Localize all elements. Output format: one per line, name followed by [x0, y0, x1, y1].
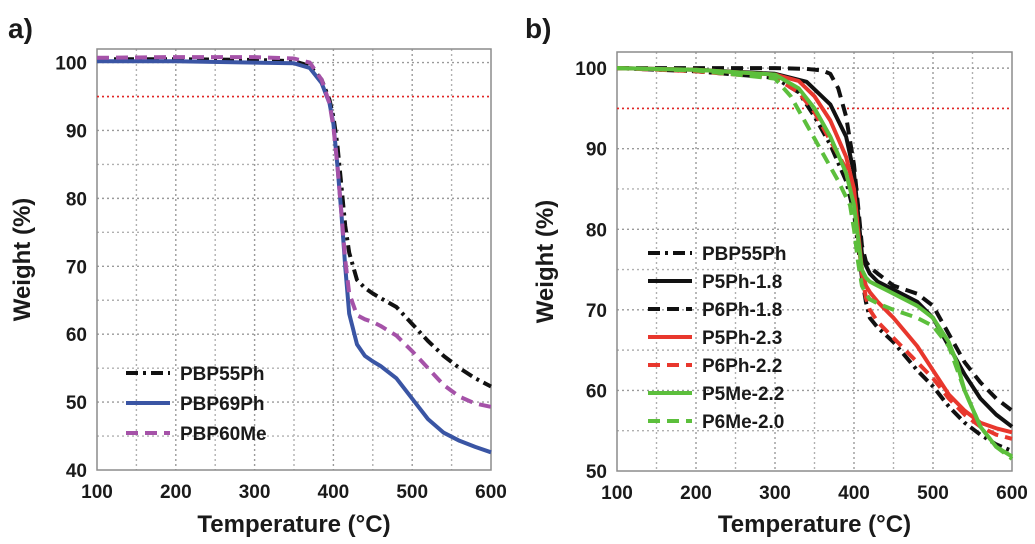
y-axis-title: Weight (%)	[9, 198, 36, 322]
series-line-pbp69ph	[97, 59, 492, 455]
y-tick-label: 100	[55, 54, 87, 75]
chart-panel-a: a) 100 200 300 400 500 600 40 50 60 70 80 90 100 Tempe…	[8, 13, 507, 538]
grid-lines	[97, 49, 491, 470]
y-tick-label: 100	[575, 59, 607, 80]
series-line-p5ph-2-3	[617, 66, 1013, 435]
legend-label: P5Ph-2.3	[702, 328, 782, 349]
legend-label: P5Ph-1.8	[702, 272, 782, 293]
plot-area-frame	[96, 48, 492, 471]
legend-label: P6Ph-1.8	[702, 300, 782, 321]
series-line-p5ph-1-8	[617, 66, 1014, 429]
x-tick-label: 400	[838, 483, 870, 504]
chart-panel-b: b) 100 200 300 400 500 600 50 60 70 80 90 100 Tempera…	[525, 13, 1028, 538]
x-tick-label: 500	[917, 483, 949, 504]
x-tick-label: 300	[759, 483, 791, 504]
x-axis-title: Temperature (°C)	[197, 511, 390, 538]
y-tick-label: 50	[586, 462, 607, 483]
legend: PBP55Ph P5Ph-1.8 P6Ph-1.8 P5Ph-2.3 P6Ph-2.2 P…	[648, 244, 786, 433]
y-tick-label: 60	[586, 381, 607, 402]
y-tick-label: 80	[586, 220, 607, 241]
x-tick-label: 600	[996, 483, 1028, 504]
legend-label: P6Me-2.0	[702, 412, 784, 433]
x-axis-title: Temperature (°C)	[718, 511, 911, 538]
series-lines	[617, 66, 1014, 461]
legend-label: P6Ph-2.2	[702, 356, 782, 377]
series-line-pbp60me	[97, 55, 492, 409]
x-tick-label: 200	[680, 483, 712, 504]
legend-label: PBP55Ph	[180, 364, 264, 385]
y-tick-label: 50	[66, 393, 87, 414]
y-axis-title: Weight (%)	[532, 200, 559, 324]
series-line-p6ph-2-2	[617, 66, 1013, 441]
series-line-p5me-2-2	[617, 66, 1014, 459]
legend: PBP55Ph PBP69Ph PBP60Me	[126, 364, 267, 445]
y-tick-labels: 40 50 60 70 80 90 100	[55, 54, 87, 482]
x-tick-labels: 100 200 300 400 500 600	[81, 482, 507, 503]
x-tick-label: 400	[318, 482, 350, 503]
series-line-p6me-2-0	[617, 66, 1014, 461]
x-tick-label: 300	[239, 482, 271, 503]
y-tick-labels: 50 60 70 80 90 100	[575, 59, 607, 483]
legend-label: PBP69Ph	[180, 394, 264, 415]
legend-label: P5Me-2.2	[702, 384, 784, 405]
panel-label: b)	[525, 13, 551, 44]
x-tick-label: 600	[475, 482, 507, 503]
x-tick-label: 200	[160, 482, 192, 503]
x-tick-label: 100	[81, 482, 113, 503]
y-tick-label: 60	[66, 325, 87, 346]
series-line-pbp55ph	[97, 57, 492, 389]
y-tick-label: 40	[66, 461, 87, 482]
plot-area-frame	[616, 51, 1013, 472]
series-lines	[97, 55, 492, 455]
series-line-p6ph-1-8	[617, 66, 1014, 413]
legend-label: PBP60Me	[180, 424, 267, 445]
x-tick-label: 100	[601, 483, 633, 504]
y-tick-label: 70	[586, 301, 607, 322]
y-tick-label: 90	[586, 140, 607, 161]
y-tick-label: 80	[66, 189, 87, 210]
y-tick-label: 90	[66, 121, 87, 142]
x-tick-labels: 100 200 300 400 500 600	[601, 483, 1028, 504]
x-tick-label: 500	[396, 482, 428, 503]
y-tick-label: 70	[66, 257, 87, 278]
legend-label: PBP55Ph	[702, 244, 786, 265]
panel-label: a)	[8, 13, 33, 44]
